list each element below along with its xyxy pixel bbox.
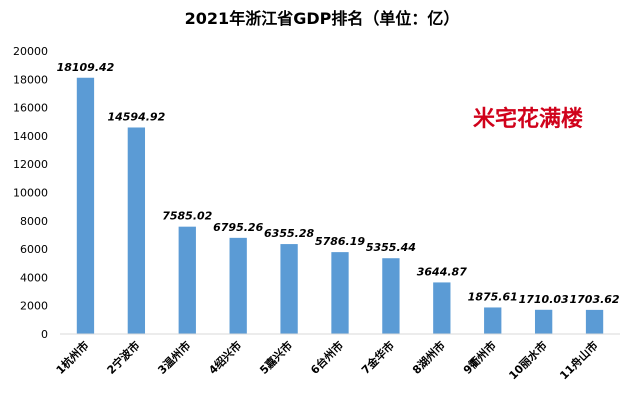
data-label: 7585.02 xyxy=(162,210,212,223)
bar xyxy=(433,282,451,334)
y-tick-label: 8000 xyxy=(20,215,48,228)
bar xyxy=(484,307,502,334)
data-label: 18109.42 xyxy=(57,61,115,74)
data-label: 1875.61 xyxy=(468,290,518,303)
bar xyxy=(331,252,349,334)
data-label: 5355.44 xyxy=(366,241,416,254)
bar xyxy=(229,237,247,334)
y-tick-label: 6000 xyxy=(20,243,48,256)
bar xyxy=(382,258,400,334)
y-tick-label: 12000 xyxy=(13,158,48,171)
bar-series xyxy=(76,77,604,335)
data-label: 6795.26 xyxy=(213,221,263,234)
y-tick-label: 16000 xyxy=(13,102,48,115)
data-label: 3644.87 xyxy=(417,265,467,278)
y-tick-label: 0 xyxy=(41,328,48,341)
y-tick-label: 20000 xyxy=(13,45,48,58)
y-tick-label: 2000 xyxy=(20,300,48,313)
y-tick-label: 14000 xyxy=(13,130,48,143)
bar xyxy=(534,309,553,334)
bar xyxy=(280,244,298,334)
data-label: 1710.03 xyxy=(519,293,569,306)
data-label: 14594.92 xyxy=(107,110,165,123)
data-label: 5786.19 xyxy=(315,235,365,248)
y-tick-label: 18000 xyxy=(13,73,48,86)
y-tick-label: 4000 xyxy=(20,271,48,284)
data-label: 6355.28 xyxy=(264,227,314,240)
bar xyxy=(127,127,146,335)
bar xyxy=(585,309,604,334)
data-label: 1703.62 xyxy=(569,293,619,306)
watermark-text: 米宅花满楼 xyxy=(473,106,583,132)
y-tick-label: 10000 xyxy=(13,187,48,200)
chart-title: 2021年浙江省GDP排名（单位：亿） xyxy=(185,9,460,28)
y-axis: 0 2000 4000 6000 8000 10000 12000 14000 16000 180… xyxy=(13,45,48,341)
bar xyxy=(76,77,95,334)
bar xyxy=(178,226,196,334)
